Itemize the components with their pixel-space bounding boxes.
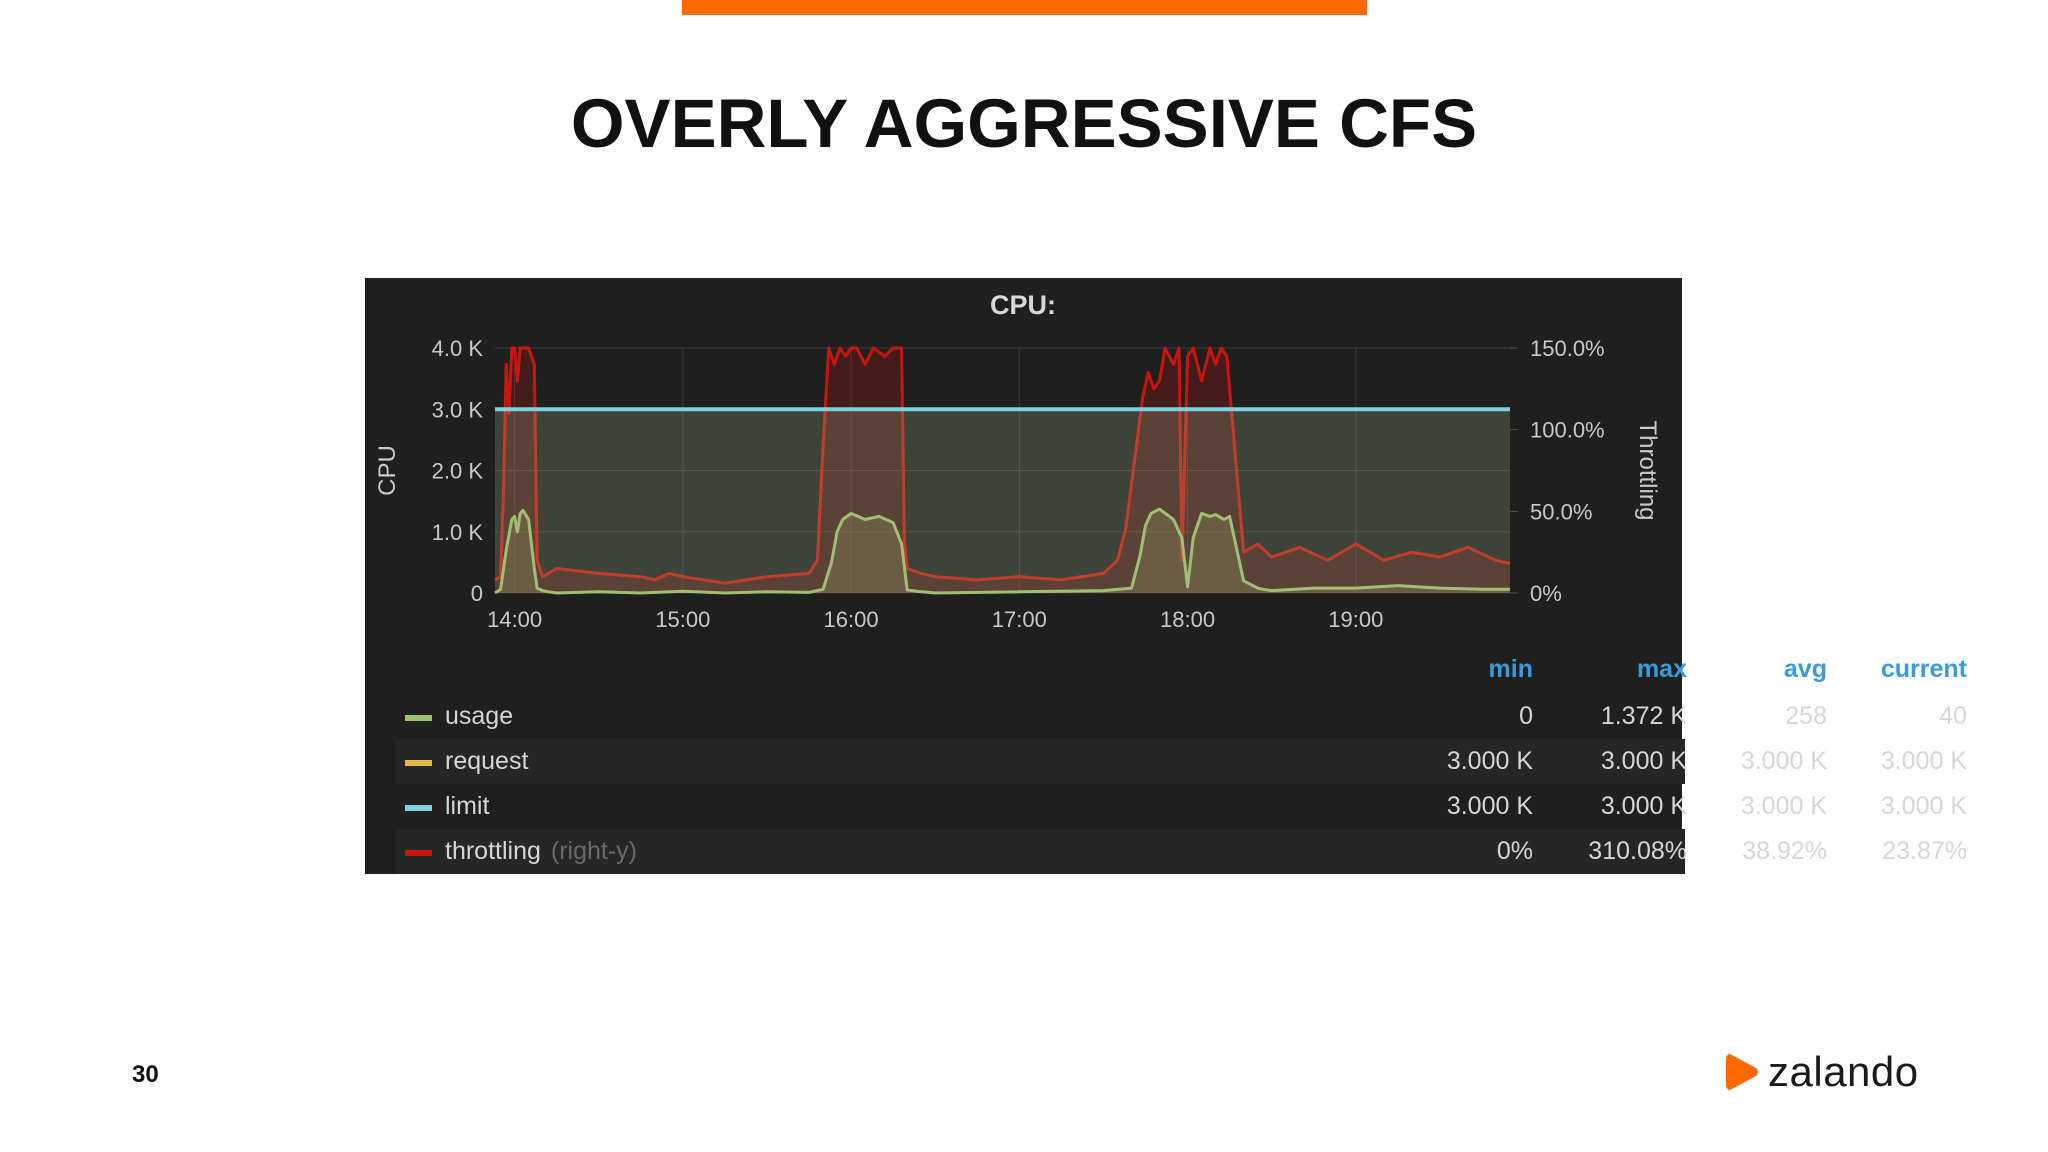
legend-label: throttling (right-y) — [445, 837, 637, 865]
y-tick-label: 1.0 K — [432, 520, 484, 545]
x-tick-label: 19:00 — [1328, 607, 1383, 632]
legend-avg: 3.000 K — [1740, 792, 1827, 820]
chart-panel: CPU: 0 1.0 K 2.0 K 3.0 K 4.0 K 0% 50.0% 100.0% 1… — [365, 278, 1967, 874]
legend-row-request[interactable]: request 3.000 K 3.000 K 3.000 K 3.000 K — [395, 739, 1967, 784]
legend-hint: (right-y) — [550, 837, 637, 865]
logo-text: zalando — [1768, 1048, 1919, 1095]
legend-max: 1.372 K — [1600, 702, 1687, 730]
x-tick-label: 15:00 — [655, 607, 710, 632]
legend-current: 3.000 K — [1880, 747, 1967, 775]
accent-bar — [682, 0, 1367, 15]
legend-swatch — [405, 850, 432, 856]
y-right-tick-label: 0% — [1530, 581, 1562, 606]
page-number: 30 — [132, 1061, 159, 1088]
play-mark-icon — [1726, 1054, 1758, 1090]
legend-row-throttling[interactable]: throttling (right-y) 0% 310.08% 38.92% 23… — [395, 829, 1967, 874]
slide-title: OVERLY AGGRESSIVE CFS — [570, 85, 1478, 162]
legend-avg: 258 — [1785, 702, 1827, 730]
axes: 0 1.0 K 2.0 K 3.0 K 4.0 K 0% 50.0% 100.0% 150.0%… — [374, 336, 1661, 632]
legend-current: 23.87% — [1882, 837, 1967, 865]
series-area-request — [495, 409, 1510, 593]
x-tick-label: 17:00 — [992, 607, 1047, 632]
legend-table: min max avg current usage 0 1.372 K 258 … — [395, 649, 1967, 874]
series-line-throttling — [494, 346, 1511, 585]
legend-col-current[interactable]: current — [1880, 655, 1967, 683]
legend-label: limit — [445, 792, 490, 820]
legend-min: 3.000 K — [1446, 747, 1533, 775]
series-area-limit — [495, 409, 1510, 593]
x-tick-label: 16:00 — [824, 607, 879, 632]
legend-row-usage[interactable]: usage 0 1.372 K 258 40 — [395, 694, 1967, 739]
x-tick-label: 14:00 — [487, 607, 542, 632]
legend-max: 3.000 K — [1600, 747, 1687, 775]
y-right-tick-label: 100.0% — [1530, 418, 1605, 443]
series-layer — [494, 346, 1511, 595]
legend-min: 0 — [1519, 702, 1533, 730]
legend-avg: 3.000 K — [1740, 747, 1827, 775]
y-tick-label: 3.0 K — [432, 397, 484, 422]
legend-min: 3.000 K — [1446, 792, 1533, 820]
legend-max: 310.08% — [1588, 837, 1687, 865]
legend-col-avg[interactable]: avg — [1783, 655, 1827, 683]
y-right-tick-label: 150.0% — [1530, 336, 1605, 361]
y-tick-label: 0 — [471, 581, 483, 606]
series-area-throttling — [495, 348, 1510, 593]
chart-title: CPU: — [990, 290, 1056, 320]
legend-label: request — [445, 747, 529, 775]
legend-swatch — [405, 760, 432, 766]
y-tick-label: 4.0 K — [432, 336, 484, 361]
y-right-tick-label: 50.0% — [1530, 499, 1592, 524]
y-axis-title: CPU — [374, 445, 401, 496]
series-line-usage — [494, 507, 1510, 595]
cpu-chart: CPU: 0 1.0 K 2.0 K 3.0 K 4.0 K 0% 50.0% 100.0% 1… — [374, 290, 1661, 632]
legend-col-min[interactable]: min — [1488, 655, 1533, 683]
legend-row-limit[interactable]: limit 3.000 K 3.000 K 3.000 K 3.000 K — [395, 784, 1967, 829]
legend-col-max[interactable]: max — [1636, 655, 1687, 683]
legend-swatch — [405, 715, 432, 721]
legend-header: min max avg current — [395, 649, 1967, 694]
legend-current: 40 — [1939, 702, 1967, 730]
legend-max: 3.000 K — [1600, 792, 1687, 820]
legend-label: usage — [445, 702, 514, 730]
legend-swatch — [405, 805, 432, 811]
y-tick-label: 2.0 K — [432, 459, 484, 484]
zalando-logo: zalando — [1722, 1048, 1919, 1096]
y-right-axis-title: Throttling — [1634, 420, 1661, 520]
legend-current: 3.000 K — [1880, 792, 1967, 820]
legend-avg: 38.92% — [1742, 837, 1827, 865]
legend-min: 0% — [1496, 837, 1533, 865]
x-tick-label: 18:00 — [1160, 607, 1215, 632]
